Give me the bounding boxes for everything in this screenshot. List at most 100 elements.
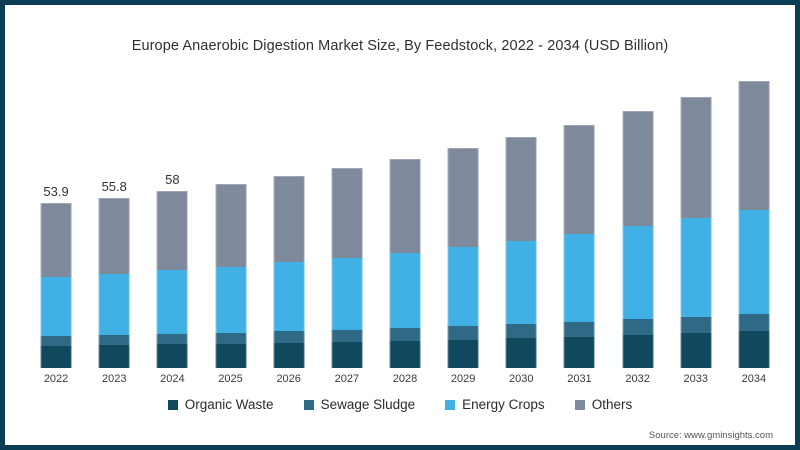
bar-segment-organic-waste[interactable]: [331, 342, 363, 368]
bar-segment-energy-crops[interactable]: [389, 252, 421, 329]
bar-segment-energy-crops[interactable]: [98, 273, 130, 336]
bar-stack: [505, 137, 537, 368]
x-axis-tick-2031: 2031: [567, 373, 592, 385]
bar-segment-others[interactable]: [156, 190, 188, 270]
bar-segment-others[interactable]: [738, 81, 770, 210]
bar-column-2032[interactable]: [610, 93, 666, 368]
bar-segment-sewage-sludge[interactable]: [40, 335, 72, 346]
bar-stack: [389, 158, 421, 368]
legend-swatch-icon: [445, 399, 456, 410]
bar-segment-organic-waste[interactable]: [563, 336, 595, 368]
bar-segment-sewage-sludge[interactable]: [680, 316, 712, 333]
bar-segment-others[interactable]: [447, 148, 479, 247]
bar-segment-organic-waste[interactable]: [389, 340, 421, 368]
x-axis-tick-2029: 2029: [450, 373, 476, 385]
bar-segment-organic-waste[interactable]: [505, 338, 537, 368]
legend-label: Others: [591, 397, 633, 412]
bar-segment-energy-crops[interactable]: [738, 209, 770, 314]
x-axis-tick-2033: 2033: [683, 373, 708, 385]
bar-segment-organic-waste[interactable]: [273, 342, 305, 368]
bar-segment-others[interactable]: [389, 158, 421, 253]
bar-column-2026[interactable]: [261, 93, 317, 368]
chart-title: Europe Anaerobic Digestion Market Size, …: [131, 38, 669, 54]
bar-column-2027[interactable]: [319, 93, 375, 368]
bar-segment-others[interactable]: [215, 184, 247, 267]
bar-column-2033[interactable]: [668, 93, 724, 368]
bar-stack: [680, 96, 712, 368]
bar-segment-sewage-sludge[interactable]: [273, 331, 305, 343]
bar-column-2029[interactable]: [435, 93, 491, 368]
bar-segment-sewage-sludge[interactable]: [447, 326, 479, 340]
bar-segment-energy-crops[interactable]: [680, 218, 712, 317]
bar-column-2022[interactable]: 53.9: [28, 93, 84, 368]
bar-segment-sewage-sludge[interactable]: [331, 330, 363, 343]
bar-segment-energy-crops[interactable]: [40, 276, 72, 336]
bar-stack: [447, 148, 479, 368]
bar-segment-others[interactable]: [622, 111, 654, 227]
bar-column-2030[interactable]: [493, 93, 549, 368]
bar-segment-others[interactable]: [563, 124, 595, 234]
bar-column-2023[interactable]: 55.8: [86, 93, 142, 368]
bar-segment-sewage-sludge[interactable]: [505, 324, 537, 339]
legend-item-sewage-sludge[interactable]: Sewage Sludge: [303, 397, 416, 412]
bar-segment-others[interactable]: [331, 168, 363, 258]
x-axis-tick-2034: 2034: [741, 373, 767, 385]
bar-segment-organic-waste[interactable]: [156, 344, 188, 368]
x-axis: 2022 2023 2024 2025 2026 2027 2028 2029 2030 2031…: [27, 371, 773, 391]
bar-segment-energy-crops[interactable]: [331, 257, 363, 331]
bar-stack: [273, 176, 305, 368]
bar-column-2031[interactable]: [551, 93, 607, 368]
bar-segment-others[interactable]: [505, 137, 537, 241]
bar-segment-organic-waste[interactable]: [98, 345, 130, 368]
bar-segment-organic-waste[interactable]: [447, 339, 479, 368]
bar-segment-organic-waste[interactable]: [215, 343, 247, 368]
bar-stack: [98, 197, 130, 368]
bar-segment-others[interactable]: [40, 203, 72, 277]
bar-segment-others[interactable]: [680, 96, 712, 219]
bar-segment-sewage-sludge[interactable]: [156, 333, 188, 345]
x-axis-tick-2032: 2032: [625, 373, 650, 385]
legend-label: Sewage Sludge: [320, 397, 416, 412]
bar-segment-organic-waste[interactable]: [680, 332, 712, 368]
bar-segment-sewage-sludge[interactable]: [98, 335, 130, 346]
bar-value-label-2024: 58: [165, 171, 180, 187]
bar-segment-others[interactable]: [98, 197, 130, 274]
bar-stack: [40, 203, 72, 368]
bar-segment-energy-crops[interactable]: [273, 261, 305, 332]
x-axis-tick-2028: 2028: [392, 373, 418, 385]
legend-swatch-icon: [574, 399, 585, 410]
x-axis-tick-2030: 2030: [509, 373, 534, 385]
bar-column-2034[interactable]: [726, 81, 782, 368]
legend-swatch-icon: [303, 399, 314, 410]
legend-label: Energy Crops: [462, 397, 545, 412]
bar-segment-energy-crops[interactable]: [215, 266, 247, 333]
bar-column-2025[interactable]: [203, 93, 259, 368]
bar-segment-energy-crops[interactable]: [156, 269, 188, 334]
bar-segment-sewage-sludge[interactable]: [389, 328, 421, 341]
legend-item-organic-waste[interactable]: Organic Waste: [167, 397, 274, 412]
bar-segment-others[interactable]: [273, 176, 305, 262]
legend-item-energy-crops[interactable]: Energy Crops: [445, 397, 545, 412]
legend-item-others[interactable]: Others: [574, 397, 633, 412]
bar-segment-energy-crops[interactable]: [622, 226, 654, 320]
legend-label: Organic Waste: [184, 397, 274, 412]
plot-area: 53.9 55.8 58: [27, 81, 773, 368]
bar-segment-organic-waste[interactable]: [40, 346, 72, 368]
bar-segment-sewage-sludge[interactable]: [738, 313, 770, 331]
bar-segment-organic-waste[interactable]: [738, 330, 770, 368]
bar-segment-energy-crops[interactable]: [563, 233, 595, 322]
source-note: Source: www.gminsights.com: [648, 430, 773, 441]
bar-segment-sewage-sludge[interactable]: [622, 319, 654, 335]
legend-swatch-icon: [167, 399, 178, 410]
bar-column-2028[interactable]: [377, 93, 433, 368]
bar-segment-sewage-sludge[interactable]: [215, 332, 247, 344]
bar-segment-energy-crops[interactable]: [447, 246, 479, 327]
bar-stack: [156, 190, 188, 368]
bar-segment-sewage-sludge[interactable]: [563, 321, 595, 337]
x-axis-tick-2023: 2023: [101, 373, 127, 385]
bar-segment-energy-crops[interactable]: [505, 240, 537, 325]
bar-segment-organic-waste[interactable]: [622, 334, 654, 368]
chart-legend: Organic Waste Sewage Sludge Energy Crops Ot…: [5, 397, 795, 412]
bar-column-2024[interactable]: 58: [144, 93, 200, 368]
